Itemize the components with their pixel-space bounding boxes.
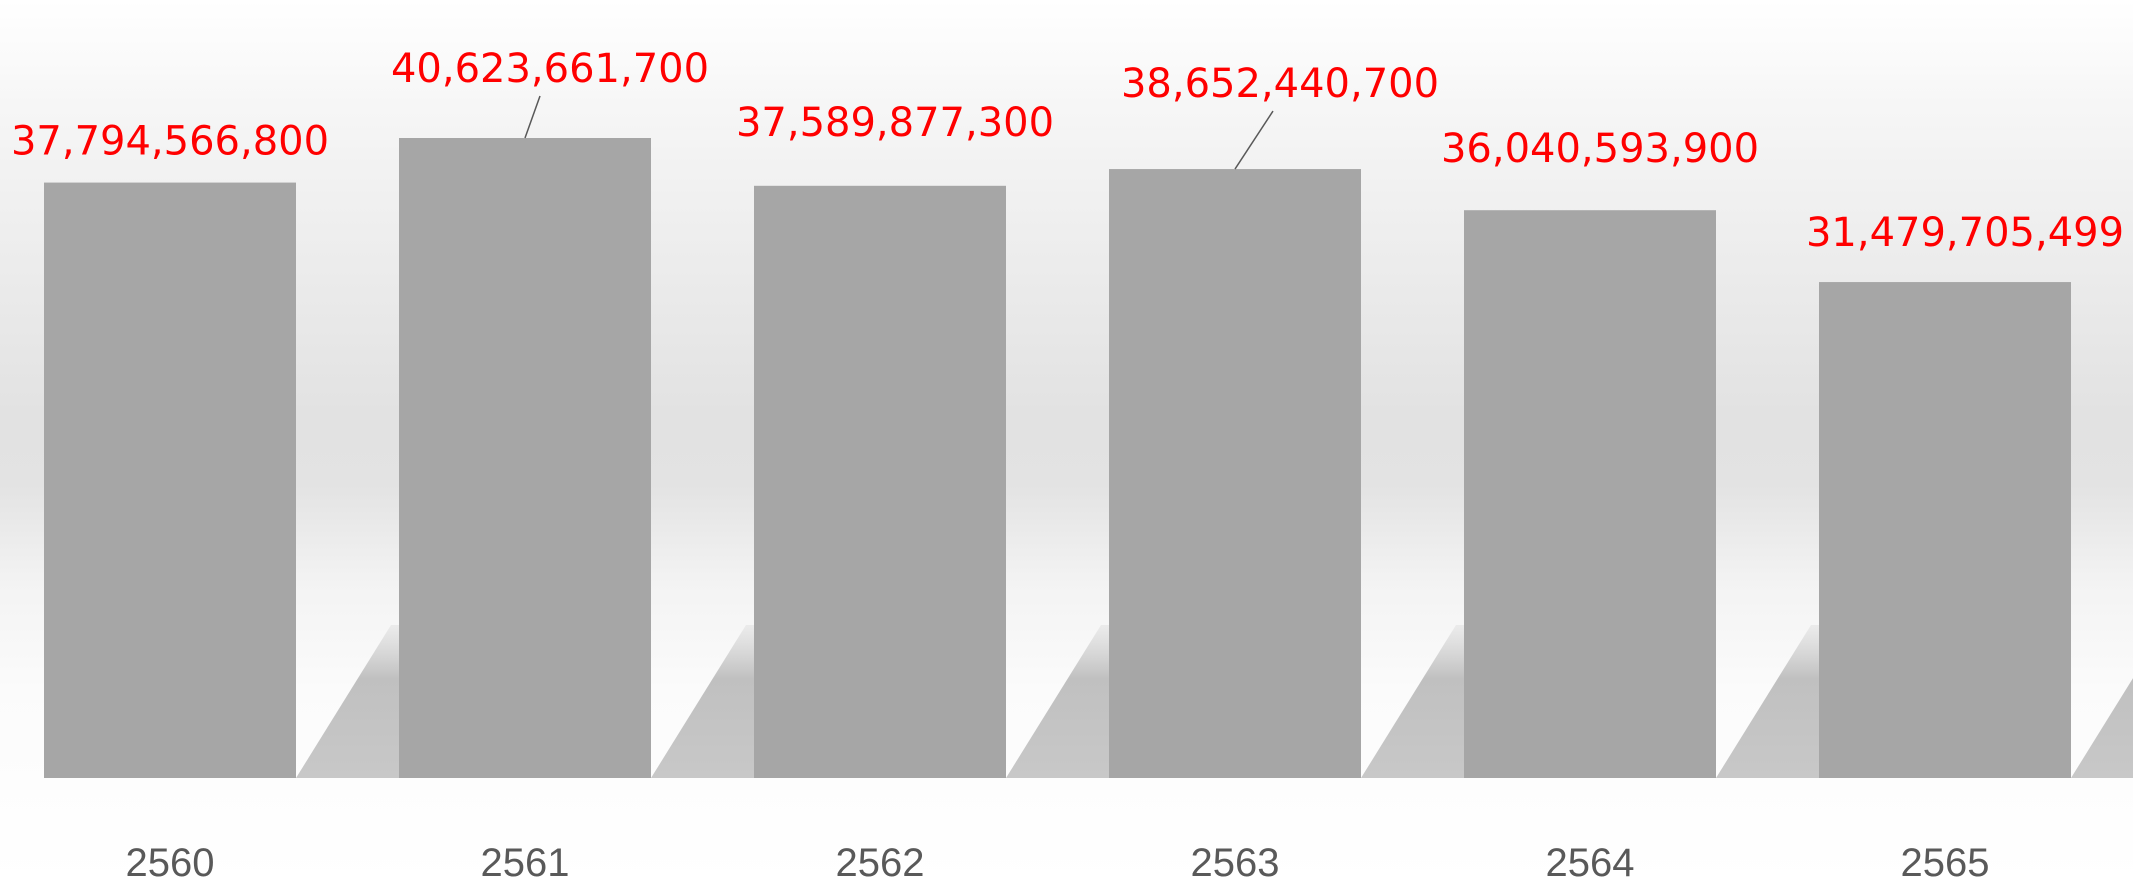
value-label-2565: 31,479,705,499 [1806,210,2124,256]
value-label-2564: 36,040,593,900 [1441,126,1759,172]
bar-2563 [1109,169,1361,779]
bar-2562 [754,185,1006,778]
bar-2564 [1464,210,1716,779]
bars [44,138,2071,779]
category-label-2564: 2564 [1546,841,1635,883]
value-label-2561: 40,623,661,700 [391,46,709,92]
category-label-2563: 2563 [1191,841,1280,883]
bar-2560 [44,182,296,779]
bar-2565 [1819,282,2071,778]
value-label-2562: 37,589,877,300 [736,100,1054,146]
category-labels: 2560 2561 2562 2563 2564 2565 [126,841,1990,883]
leader-lines [524,95,1274,170]
category-label-2562: 2562 [836,841,925,883]
bar-2561 [399,138,651,778]
leader-line-2563 [1234,110,1274,170]
leader-line-2561 [524,95,541,139]
category-label-2561: 2561 [481,841,570,883]
value-labels: 37,794,566,800 40,623,661,700 37,589,877,3… [11,46,2124,256]
value-label-2563: 38,652,440,700 [1121,61,1439,107]
bar-shadow [2071,678,2133,778]
category-label-2560: 2560 [126,841,215,883]
category-label-2565: 2565 [1901,841,1990,883]
value-label-2560: 37,794,566,800 [11,119,329,165]
